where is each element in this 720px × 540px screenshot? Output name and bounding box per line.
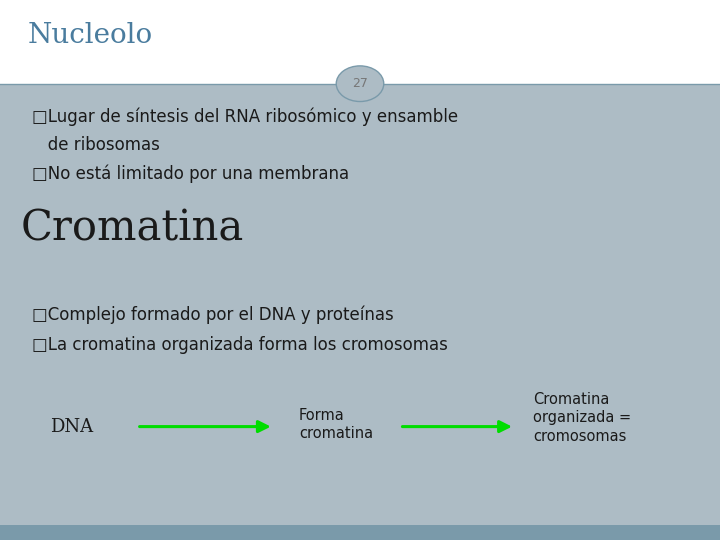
Bar [0,525,720,540]
Text: Nucleolo: Nucleolo [27,22,153,49]
Text: 27: 27 [352,77,368,90]
Circle shape [336,66,384,102]
Text: de ribosomas: de ribosomas [32,136,161,154]
Text: □Lugar de síntesis del RNA ribosómico y ensamble: □Lugar de síntesis del RNA ribosómico y … [32,108,459,126]
Text: Cromatina
organizada =
cromosomas: Cromatina organizada = cromosomas [533,392,631,444]
Text: DNA: DNA [50,417,94,436]
Text: □No está limitado por una membrana: □No está limitado por una membrana [32,165,349,183]
Text: □La cromatina organizada forma los cromosomas: □La cromatina organizada forma los cromo… [32,336,449,354]
Text: Cromatina: Cromatina [20,208,243,250]
Text: □Complejo formado por el DNA y proteínas: □Complejo formado por el DNA y proteínas [32,305,394,323]
Text: Forma
cromatina: Forma cromatina [299,408,373,441]
Bar [0,0,720,84]
